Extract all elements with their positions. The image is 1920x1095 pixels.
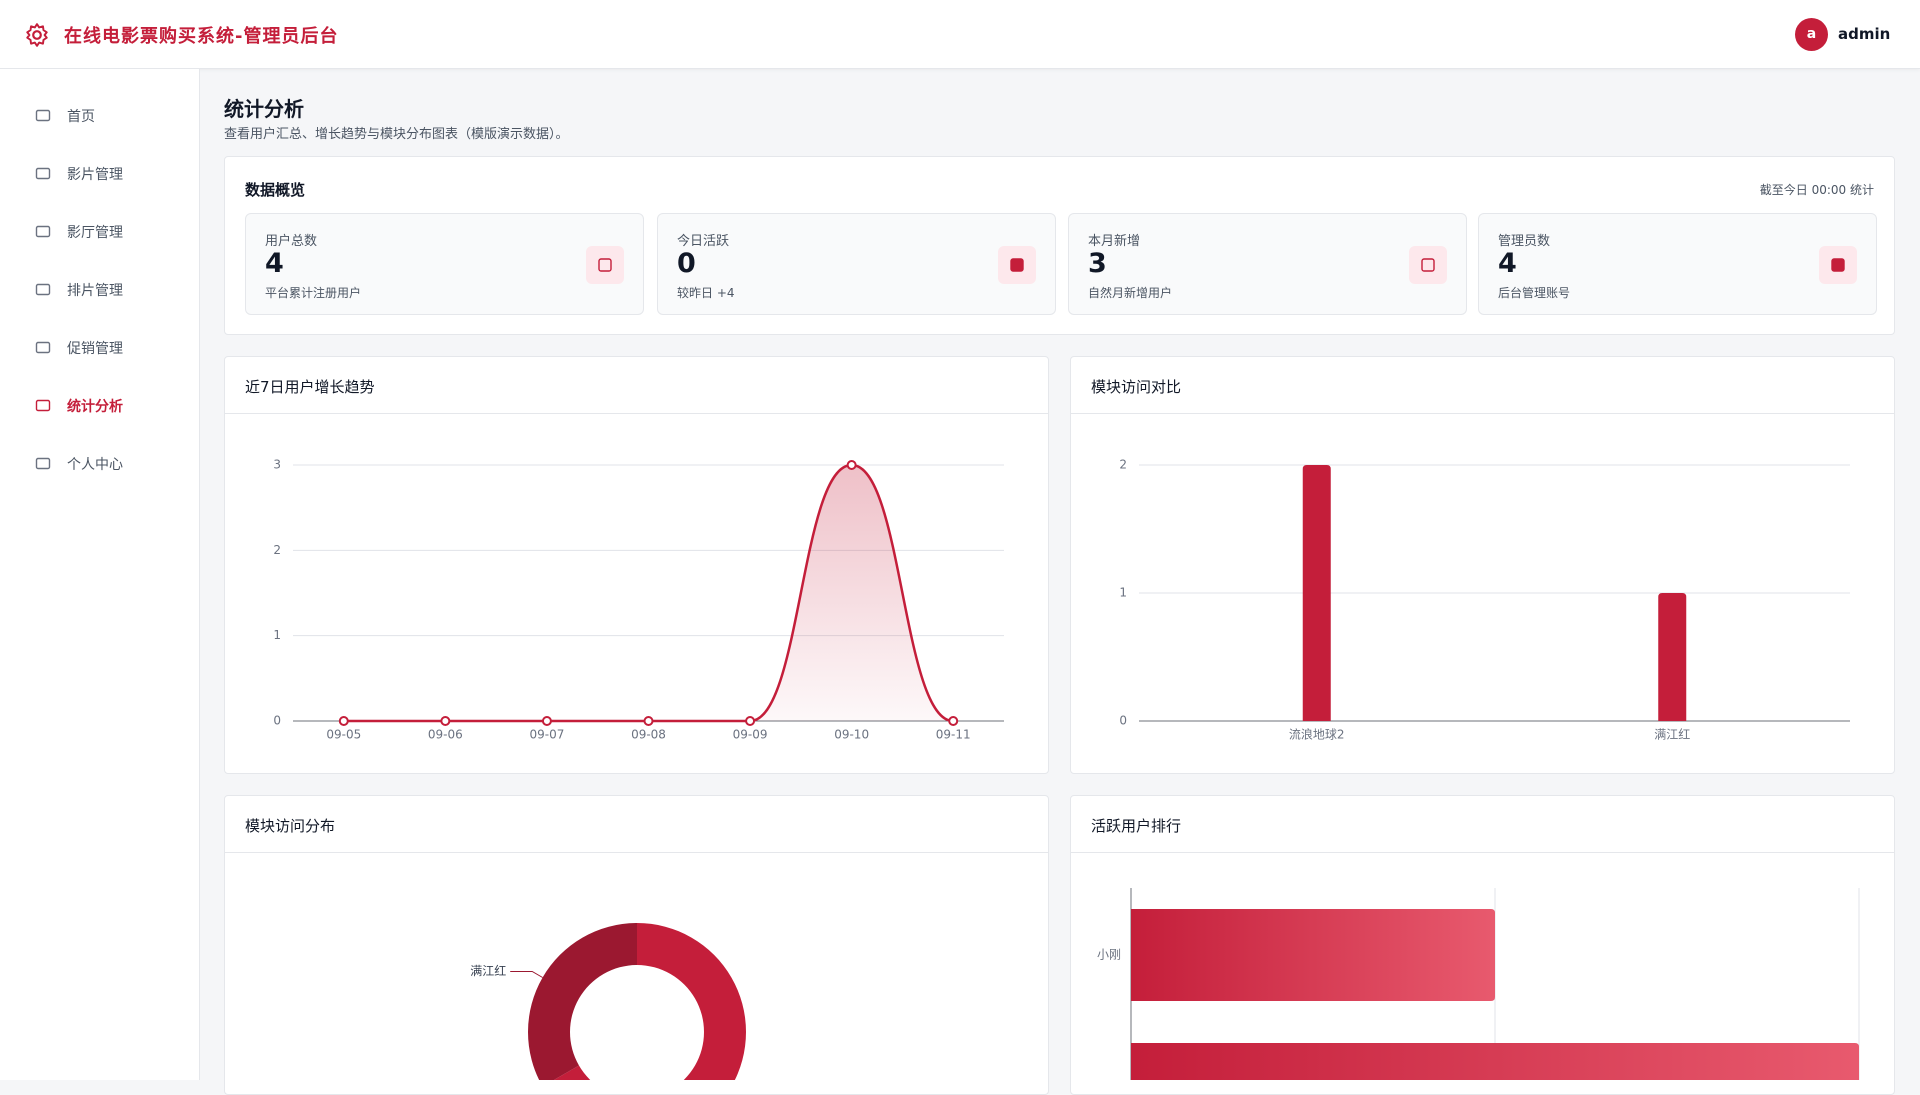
icon-shape bbox=[35, 283, 51, 296]
menu-label: 影厅管理 bbox=[67, 225, 123, 241]
chart-title: 活跃用户排行 bbox=[1091, 817, 1182, 835]
stat-label: 今日活跃 bbox=[677, 234, 730, 249]
stat-label: 用户总数 bbox=[265, 234, 318, 249]
menu-label: 个人中心 bbox=[67, 457, 123, 473]
glyph-shape bbox=[1831, 258, 1845, 272]
stat-sub: 自然月新增用户 bbox=[1088, 286, 1173, 300]
logo-icon bbox=[26, 23, 48, 47]
stat-sub: 平台累计注册用户 bbox=[265, 286, 362, 300]
chart-card: 活跃用户排行 bbox=[1070, 795, 1895, 1095]
menu-label: 促销管理 bbox=[67, 341, 123, 357]
icon-shape bbox=[35, 167, 51, 180]
stat-icon bbox=[1409, 246, 1447, 284]
stat-glyph bbox=[1010, 258, 1024, 272]
chart-header bbox=[1071, 357, 1894, 414]
overview-title: 数据概览 bbox=[245, 181, 306, 199]
chart-card: 模块访问对比 bbox=[1070, 356, 1895, 774]
stat-icon bbox=[1819, 246, 1857, 284]
avatar[interactable]: a bbox=[1795, 18, 1828, 51]
stat-sub: 较昨日 +4 bbox=[677, 286, 735, 300]
menu-icon bbox=[35, 457, 51, 470]
app-title: 在线电影票购买系统-管理员后台 bbox=[64, 26, 339, 47]
menu-item[interactable]: 首页 bbox=[0, 96, 199, 136]
menu-item[interactable]: 影厅管理 bbox=[0, 212, 199, 252]
stat-sub: 后台管理账号 bbox=[1498, 286, 1571, 300]
chart-title: 模块访问对比 bbox=[1091, 378, 1182, 396]
page-subtitle: 查看用户汇总、增长趋势与模块分布图表（模版演示数据）。 bbox=[224, 127, 569, 142]
icon-shape bbox=[35, 109, 51, 122]
glyph-shape bbox=[1421, 258, 1435, 272]
stat-label: 本月新增 bbox=[1088, 234, 1141, 249]
chart-header bbox=[225, 357, 1048, 414]
stat-value: 4 bbox=[1498, 248, 1517, 279]
chart-card: 模块访问分布 bbox=[224, 795, 1049, 1095]
stat-glyph bbox=[1421, 258, 1435, 272]
chart-title: 模块访问分布 bbox=[245, 817, 336, 835]
menu-icon bbox=[35, 399, 51, 412]
glyph-shape bbox=[1010, 258, 1024, 272]
stat-glyph bbox=[598, 258, 612, 272]
stat-icon bbox=[998, 246, 1036, 284]
glyph-shape bbox=[598, 258, 612, 272]
menu-icon bbox=[35, 225, 51, 238]
username[interactable]: admin bbox=[1838, 25, 1891, 43]
menu-item[interactable]: 个人中心 bbox=[0, 444, 199, 484]
stat-glyph bbox=[1831, 258, 1845, 272]
menu-label: 首页 bbox=[67, 109, 95, 125]
stat-icon bbox=[586, 246, 624, 284]
sidebar: 首页影片管理影厅管理排片管理促销管理统计分析个人中心 bbox=[0, 69, 200, 1080]
stat-card: 今日活跃 0 较昨日 +4 bbox=[657, 213, 1056, 315]
menu-item[interactable]: 排片管理 bbox=[0, 270, 199, 310]
menu-icon bbox=[35, 283, 51, 296]
menu-label: 排片管理 bbox=[67, 283, 123, 299]
chart-header bbox=[225, 796, 1048, 853]
menu-item[interactable]: 影片管理 bbox=[0, 154, 199, 194]
menu-icon bbox=[35, 341, 51, 354]
menu-icon bbox=[35, 109, 51, 122]
stat-card: 本月新增 3 自然月新增用户 bbox=[1068, 213, 1467, 315]
stat-value: 0 bbox=[677, 248, 696, 279]
menu-item[interactable]: 统计分析 bbox=[0, 386, 199, 426]
icon-shape bbox=[35, 225, 51, 238]
stat-label: 管理员数 bbox=[1498, 234, 1551, 249]
page-title: 统计分析 bbox=[224, 97, 304, 121]
stat-value: 3 bbox=[1088, 248, 1107, 279]
menu-label: 影片管理 bbox=[67, 167, 123, 183]
icon-shape bbox=[35, 399, 51, 412]
overview-note: 截至今日 00:00 统计 bbox=[1759, 183, 1874, 197]
chart-header bbox=[1071, 796, 1894, 853]
chart-card: 近7日用户增长趋势 bbox=[224, 356, 1049, 774]
menu-icon bbox=[35, 167, 51, 180]
overview-card: 数据概览 截至今日 00:00 统计 用户总数 4 平台累计注册用户 今日活跃 0 较昨日… bbox=[224, 156, 1895, 335]
icon-shape bbox=[35, 341, 51, 354]
stat-card: 管理员数 4 后台管理账号 bbox=[1478, 213, 1877, 315]
menu-item[interactable]: 促销管理 bbox=[0, 328, 199, 368]
menu-label: 统计分析 bbox=[67, 399, 123, 415]
icon-shape bbox=[35, 457, 51, 470]
stat-value: 4 bbox=[265, 248, 284, 279]
stat-card: 用户总数 4 平台累计注册用户 bbox=[245, 213, 644, 315]
header: 在线电影票购买系统-管理员后台 a admin bbox=[0, 0, 1920, 69]
chart-title: 近7日用户增长趋势 bbox=[245, 378, 375, 396]
